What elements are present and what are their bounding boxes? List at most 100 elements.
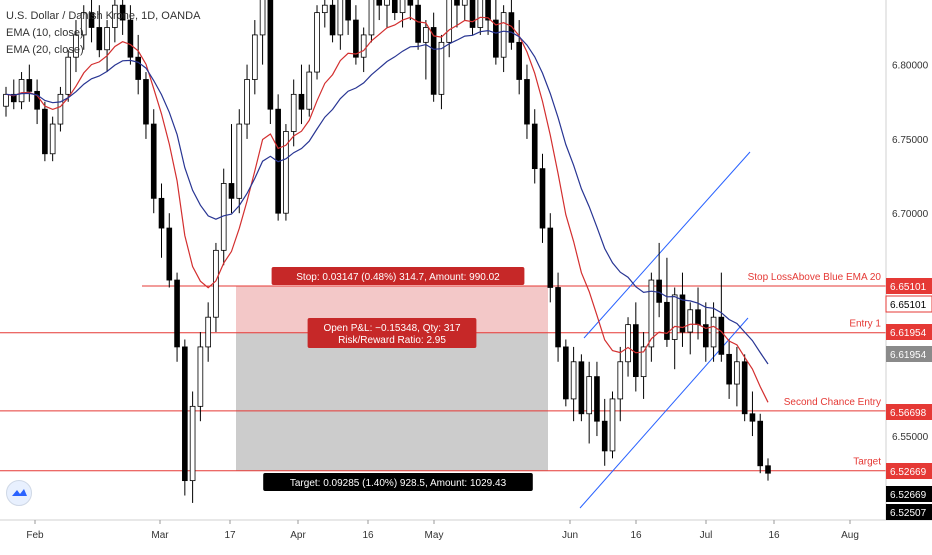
profit-zone[interactable]	[236, 332, 548, 471]
y-tick-label: 6.75000	[892, 135, 929, 146]
candle-body	[469, 0, 476, 28]
candle-body	[446, 0, 453, 43]
candle-body	[252, 34, 258, 80]
x-tick-label: Mar	[151, 530, 169, 541]
candle-body	[65, 56, 72, 95]
candle-body	[376, 0, 383, 6]
candle-body	[640, 346, 647, 378]
candle-body	[306, 71, 313, 110]
y-tick-label: 6.80000	[892, 61, 929, 72]
candle-body	[702, 324, 709, 348]
candle-body	[586, 376, 592, 415]
candle-body	[321, 4, 328, 14]
price-tag-text-1: 6.65101	[890, 300, 927, 311]
candle-body	[127, 19, 134, 58]
x-tick-label: 16	[630, 530, 642, 541]
chart-legend: U.S. Dollar / Danish Krone, 1D, OANDA EM…	[6, 8, 200, 59]
target-label-bg	[263, 473, 533, 491]
candle-body	[88, 12, 95, 28]
candle-body	[710, 316, 717, 348]
candle-body	[477, 0, 484, 28]
candle-body	[228, 183, 235, 199]
price-tag-6	[886, 486, 932, 502]
candle-body	[34, 90, 40, 110]
candle-body	[430, 27, 437, 95]
x-tick-label: Apr	[290, 530, 306, 541]
pnl-label-bg	[307, 318, 477, 348]
candle-body	[337, 0, 344, 36]
candle-body	[539, 168, 546, 229]
y-tick-label: 6.55000	[892, 432, 929, 443]
candle-body	[42, 108, 48, 155]
ema20-legend: EMA (20, close)	[6, 44, 84, 56]
candle-body	[26, 79, 33, 92]
pnl-label-text-1: Risk/Reward Ratio: 2.95	[338, 335, 446, 346]
candle-body	[80, 12, 87, 36]
candle-body	[360, 34, 367, 58]
candle-body	[314, 12, 320, 73]
candle-body	[298, 93, 305, 110]
candle-body	[531, 123, 538, 170]
candle-body	[166, 227, 173, 281]
candle-body	[601, 420, 608, 452]
candle-body	[182, 346, 188, 482]
candle-body	[368, 0, 375, 36]
x-tick-label: Jul	[700, 530, 713, 541]
candle-body	[236, 123, 243, 199]
price-tag-0	[886, 278, 932, 294]
candle-body	[516, 41, 522, 80]
y-tick-label: 6.70000	[892, 209, 929, 220]
candle-body	[415, 4, 421, 43]
candle-body	[594, 376, 600, 422]
candle-body	[726, 353, 732, 385]
candle-body	[749, 413, 756, 422]
candle-body	[633, 324, 639, 378]
candle-body	[765, 465, 771, 474]
hline-label-1: Entry 1	[849, 319, 881, 330]
x-tick-label: Aug	[841, 530, 859, 541]
candle-body	[158, 197, 165, 229]
price-tag-4	[886, 404, 932, 420]
candle-body	[345, 0, 351, 21]
candle-body	[174, 279, 180, 348]
candle-body	[384, 0, 390, 6]
candle-body	[563, 346, 569, 400]
candle-body	[189, 405, 196, 482]
candle-body	[741, 361, 748, 415]
hline-label-0: Stop LossAbove Blue EMA 20	[748, 272, 882, 283]
tradingview-logo-icon[interactable]	[6, 480, 32, 506]
candle-body	[57, 93, 64, 125]
candle-body	[18, 79, 25, 103]
candle-body	[73, 34, 79, 58]
ema10-line	[5, 16, 769, 403]
candle-body	[96, 27, 103, 51]
price-tag-text-5: 6.52669	[890, 467, 927, 478]
candle-body	[143, 79, 149, 125]
candle-body	[734, 361, 740, 385]
candle-body	[290, 93, 297, 132]
candle-body	[213, 249, 219, 318]
candle-body	[508, 12, 515, 43]
candle-body	[656, 279, 662, 303]
candle-body	[150, 123, 157, 199]
candle-body	[679, 294, 686, 333]
candle-body	[609, 398, 616, 452]
price-tag-text-7: 6.52507	[890, 508, 927, 519]
candle-body	[399, 0, 406, 14]
candle-body	[49, 123, 56, 155]
candle-body	[3, 93, 9, 107]
price-tag-7	[886, 504, 932, 520]
price-tag-text-3: 6.61954	[890, 350, 927, 361]
price-tag-1	[885, 295, 932, 313]
candle-body	[625, 324, 631, 363]
price-tag-text-2: 6.61954	[890, 328, 927, 339]
channel-upper[interactable]	[583, 151, 751, 339]
candle-body	[259, 0, 266, 36]
candle-body	[112, 4, 118, 28]
candle-body	[757, 420, 764, 467]
candle-body	[718, 316, 725, 355]
candle-body	[664, 301, 670, 340]
candle-body	[391, 0, 398, 14]
